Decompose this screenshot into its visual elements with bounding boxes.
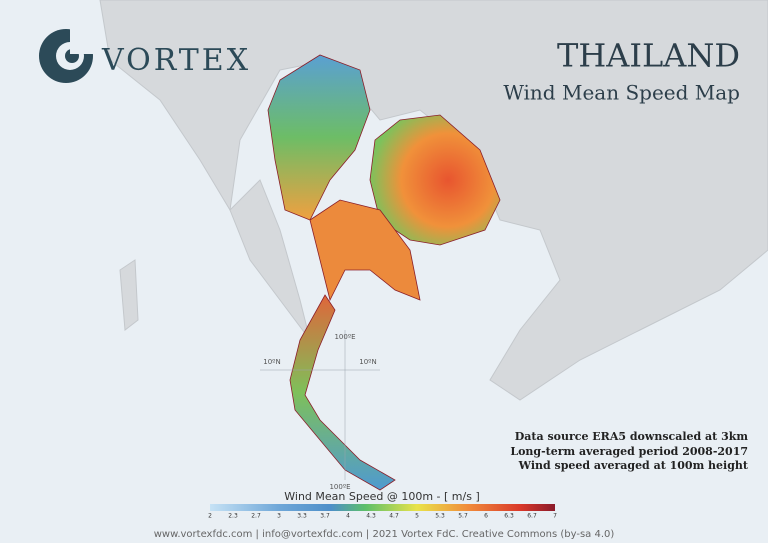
legend-tick-label: 2 xyxy=(208,513,212,520)
subtitle: Wind Mean Speed Map xyxy=(503,81,740,105)
note: Long-term averaged period 2008-2017 xyxy=(510,445,748,458)
legend-tick-label: 4.7 xyxy=(389,513,399,520)
legend-tick-label: 2.7 xyxy=(251,513,261,520)
brand-name: VORTEX xyxy=(101,43,251,78)
legend-ticks: 2 2.3 2.7 3 3.3 3.7 4 4.3 4.7 5 5.3 5.7 6 6.3 6.7 7 xyxy=(208,513,557,520)
legend-tick-label: 6.7 xyxy=(527,513,537,520)
legend-tick-label: 6.3 xyxy=(504,513,514,520)
notes: Data source ERA5 downscaled at 3km Long-… xyxy=(510,430,749,472)
legend-tick-label: 5.7 xyxy=(458,513,468,520)
legend-tick-label: 3 xyxy=(277,513,281,520)
landmass xyxy=(99,0,768,401)
note: Wind speed averaged at 100m height xyxy=(518,459,749,472)
legend-tick-label: 4.3 xyxy=(366,513,376,520)
legend-tick-label: 4 xyxy=(346,513,350,520)
footer: www.vortexfdc.com | info@vortexfdc.com |… xyxy=(154,529,615,540)
legend-tick-label: 2.3 xyxy=(228,513,238,520)
legend-tick-label: 5.3 xyxy=(435,513,445,520)
legend-tick-label: 6 xyxy=(484,513,488,520)
colorbar xyxy=(210,504,555,511)
note: Data source ERA5 downscaled at 3km xyxy=(515,430,749,443)
logo xyxy=(39,24,100,83)
lon-label: 100ºE xyxy=(329,483,350,491)
legend-tick-label: 3.7 xyxy=(320,513,330,520)
legend-title: Wind Mean Speed @ 100m - [ m/s ] xyxy=(284,490,480,503)
legend-tick-label: 3.3 xyxy=(297,513,307,520)
thailand xyxy=(267,54,501,491)
lat-label: 10ºN xyxy=(359,358,376,366)
legend-tick-label: 7 xyxy=(553,513,557,520)
graticule xyxy=(260,330,380,480)
title: THAILAND xyxy=(557,37,740,75)
legend-tick-label: 5 xyxy=(415,513,419,520)
lat-label: 10ºN xyxy=(263,358,280,366)
lon-label: 100ºE xyxy=(334,333,355,341)
